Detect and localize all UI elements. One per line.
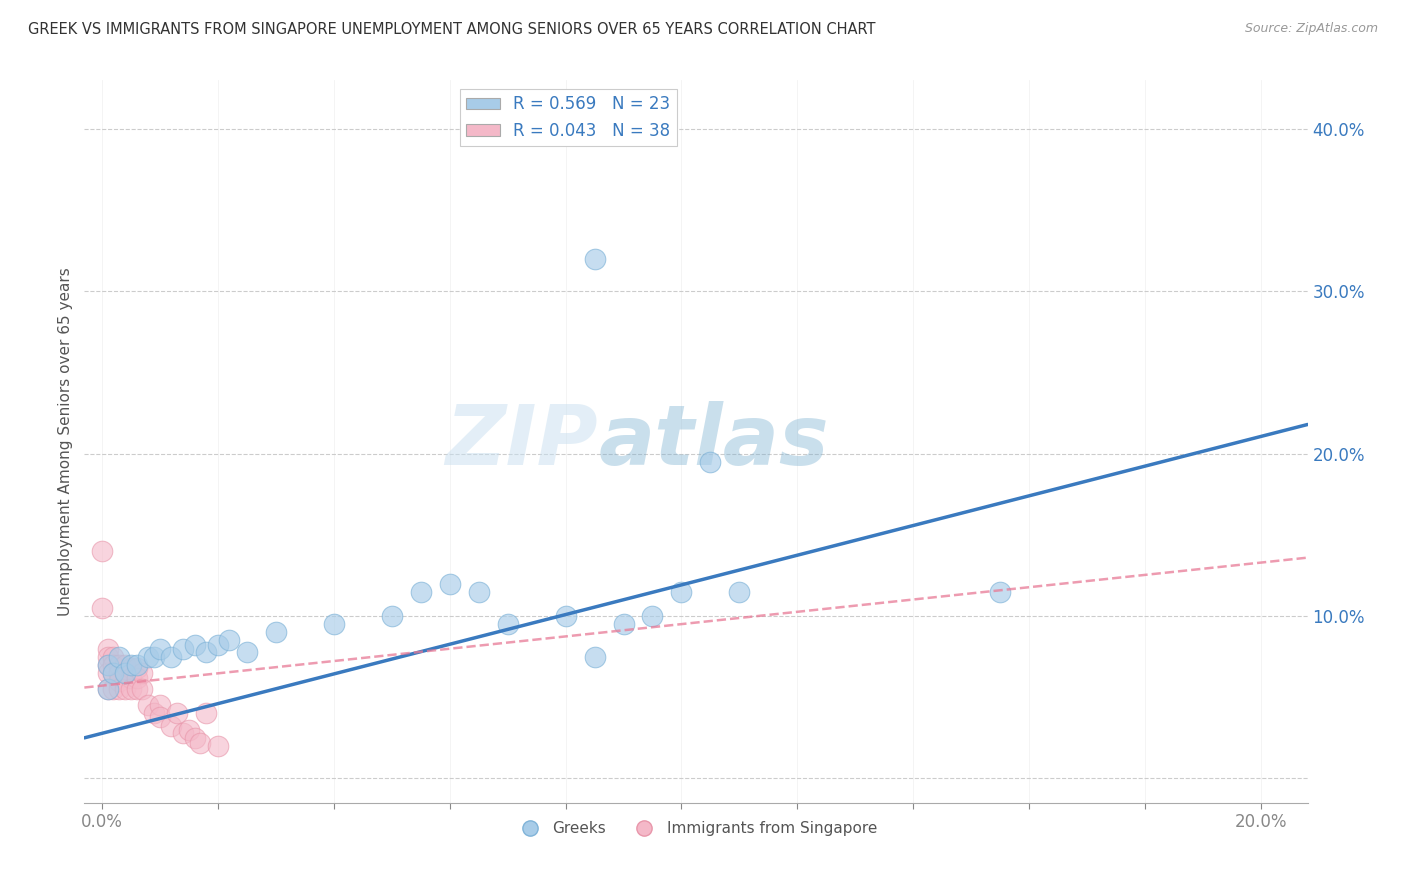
Point (218, 633, 240, 648)
Point (149, 641, 172, 656)
Point (103, 665, 125, 680)
Point (142, 649, 165, 664)
Point (160, 649, 183, 664)
Point (583, 649, 606, 664)
Point (439, 576, 461, 591)
Point (149, 698, 172, 713)
Point (188, 736, 211, 750)
Point (235, 645, 257, 659)
Point (103, 649, 125, 664)
Text: GREEK VS IMMIGRANTS FROM SINGAPORE UNEMPLOYMENT AMONG SENIORS OVER 65 YEARS CORR: GREEK VS IMMIGRANTS FROM SINGAPORE UNEMP… (28, 22, 876, 37)
Point (322, 617, 344, 632)
Point (103, 665, 125, 680)
Point (207, 638, 229, 652)
Point (103, 657, 125, 672)
Point (114, 665, 136, 680)
Point (125, 682, 148, 697)
Point (381, 609, 404, 624)
Point (160, 719, 183, 733)
Point (149, 710, 172, 724)
Point (728, 584, 751, 599)
Point (108, 649, 131, 664)
Point (183, 638, 205, 652)
Point (114, 682, 136, 697)
Point (96, 665, 118, 680)
Text: ZIP: ZIP (446, 401, 598, 482)
Point (177, 723, 200, 737)
Point (195, 645, 218, 659)
Point (496, 617, 519, 632)
Point (108, 682, 131, 697)
Point (671, 584, 693, 599)
Point (583, 252, 606, 266)
Text: atlas: atlas (598, 401, 828, 482)
Point (125, 657, 148, 672)
Point (172, 641, 194, 656)
Point (96, 682, 118, 697)
Point (183, 731, 205, 745)
Point (131, 682, 153, 697)
Point (120, 657, 142, 672)
Legend: Greeks, Immigrants from Singapore: Greeks, Immigrants from Singapore (508, 815, 884, 842)
Point (207, 739, 229, 753)
Point (988, 584, 1011, 599)
Point (108, 657, 131, 672)
Point (195, 706, 218, 721)
Point (467, 584, 489, 599)
Point (120, 661, 142, 675)
Point (125, 671, 148, 685)
Point (108, 665, 131, 680)
Point (120, 671, 142, 685)
Point (96, 657, 118, 672)
Point (96, 682, 118, 697)
Point (96, 649, 118, 664)
Point (699, 455, 721, 469)
Point (108, 673, 131, 688)
Point (641, 609, 664, 624)
Point (90, 544, 112, 558)
Point (142, 706, 165, 721)
Point (114, 665, 136, 680)
Point (136, 649, 159, 664)
Point (125, 661, 148, 675)
Point (554, 609, 576, 624)
Point (96, 657, 118, 672)
Point (166, 706, 188, 721)
Point (172, 726, 194, 740)
Point (120, 682, 142, 697)
Point (90, 601, 112, 615)
Text: Source: ZipAtlas.com: Source: ZipAtlas.com (1244, 22, 1378, 36)
Point (136, 698, 159, 713)
Point (264, 625, 287, 640)
Point (103, 682, 125, 697)
Point (131, 665, 153, 680)
Point (409, 584, 432, 599)
Y-axis label: Unemployment Among Seniors over 65 years: Unemployment Among Seniors over 65 years (58, 268, 73, 615)
Point (612, 617, 634, 632)
Point (96, 641, 118, 656)
Point (114, 657, 136, 672)
